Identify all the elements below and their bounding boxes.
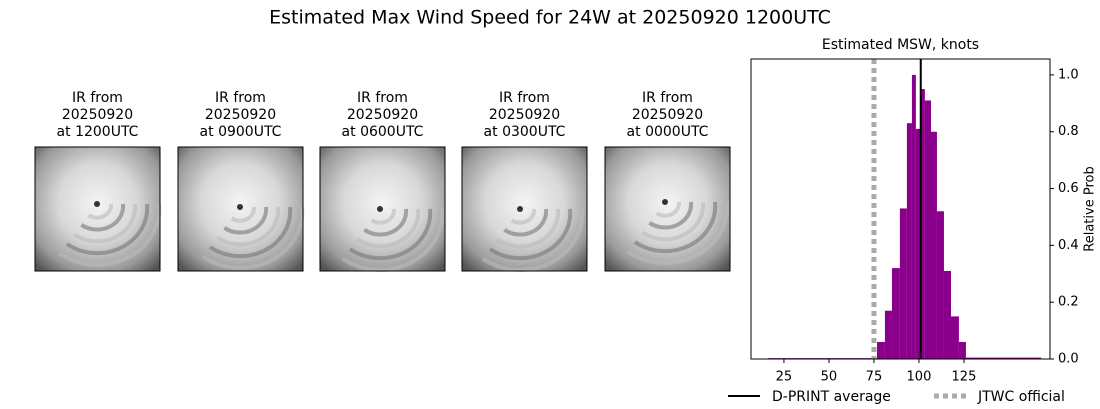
y-tick-label: 0.6 bbox=[1058, 181, 1079, 196]
y-axis-label: Relative Prob bbox=[1083, 166, 1098, 251]
x-tick-label: 100 bbox=[907, 370, 932, 385]
histogram-bar bbox=[911, 74, 916, 359]
histogram-bar bbox=[965, 357, 1041, 359]
x-tick-label: 25 bbox=[776, 370, 793, 385]
cloud-band bbox=[65, 203, 150, 256]
eye bbox=[237, 204, 243, 210]
image-frame bbox=[34, 146, 161, 272]
cloud-band bbox=[73, 203, 138, 244]
eye bbox=[662, 199, 668, 205]
plot-frame bbox=[750, 58, 1051, 360]
histogram-bar bbox=[899, 208, 907, 359]
panel-caption: 20250920 bbox=[205, 107, 276, 123]
y-tick-label: 0.0 bbox=[1058, 352, 1079, 367]
histogram-bar bbox=[884, 310, 892, 359]
panel-caption: at 0000UTC bbox=[627, 124, 709, 140]
panel-caption: IR from bbox=[642, 90, 693, 106]
cloud-band bbox=[633, 201, 718, 254]
cloud-band bbox=[363, 208, 409, 237]
x-tick-label: 75 bbox=[866, 370, 883, 385]
cloud-band bbox=[341, 208, 445, 272]
eye bbox=[377, 206, 383, 212]
panel-caption: 20250920 bbox=[489, 107, 560, 123]
panel-caption: IR from bbox=[72, 90, 123, 106]
x-tick-label: 50 bbox=[821, 370, 838, 385]
cloud-band bbox=[496, 208, 561, 249]
image-frame bbox=[604, 146, 731, 272]
chart-title: Estimated MSW, knots bbox=[822, 37, 979, 53]
cloud-band bbox=[481, 208, 585, 272]
histogram-bar bbox=[915, 128, 921, 359]
cloud-band bbox=[503, 208, 549, 237]
panel-caption: IR from bbox=[357, 90, 408, 106]
figure-title: Estimated Max Wind Speed for 24W at 2025… bbox=[269, 7, 831, 29]
cloud-band bbox=[370, 208, 397, 225]
histogram-chart: Estimated MSW, knots D-PRINT average JTWC … bbox=[728, 37, 1098, 405]
y-tick-label: 0.8 bbox=[1058, 124, 1079, 139]
x-tick-label: 125 bbox=[952, 370, 977, 385]
cloud-band bbox=[655, 201, 682, 218]
cloud-band bbox=[230, 206, 257, 223]
histogram-bar bbox=[931, 131, 937, 359]
panel-caption: 20250920 bbox=[632, 107, 703, 123]
image-frame bbox=[177, 146, 304, 272]
histogram-bar bbox=[891, 268, 900, 359]
cloud-band bbox=[641, 201, 706, 242]
cloud-band bbox=[648, 201, 694, 230]
panel-caption: at 0300UTC bbox=[484, 124, 566, 140]
panel-caption: IR from bbox=[499, 90, 550, 106]
legend-label: JTWC official bbox=[977, 389, 1065, 405]
cloud-band bbox=[80, 203, 126, 232]
histogram-bar bbox=[877, 341, 885, 359]
panel-caption: 20250920 bbox=[62, 107, 133, 123]
panel-caption: IR from bbox=[215, 90, 266, 106]
cloud-band bbox=[223, 206, 269, 235]
eye bbox=[94, 201, 100, 207]
panel-caption: at 1200UTC bbox=[57, 124, 139, 140]
cloud-band bbox=[356, 208, 421, 249]
cloud-band bbox=[348, 208, 433, 261]
histogram-bar bbox=[943, 270, 951, 359]
y-tick-label: 0.4 bbox=[1058, 238, 1079, 253]
panel-caption: at 0900UTC bbox=[200, 124, 282, 140]
histogram-bar bbox=[924, 100, 932, 360]
cloud-band bbox=[208, 206, 293, 259]
cloud-band bbox=[488, 208, 573, 261]
panel-caption: at 0600UTC bbox=[342, 124, 424, 140]
panel-caption: 20250920 bbox=[347, 107, 418, 123]
cloud-band bbox=[201, 206, 305, 270]
histogram-bar bbox=[920, 89, 925, 359]
histogram-bar bbox=[958, 341, 966, 359]
cloud-band bbox=[58, 203, 162, 267]
histogram-bar bbox=[906, 123, 912, 359]
image-frame bbox=[461, 146, 588, 272]
image-frame bbox=[319, 146, 446, 272]
y-tick-label: 1.0 bbox=[1058, 67, 1079, 82]
histogram-bar bbox=[950, 316, 959, 359]
histogram-bar bbox=[936, 211, 944, 359]
legend-label: D-PRINT average bbox=[772, 389, 891, 405]
eye bbox=[517, 206, 523, 212]
cloud-band bbox=[510, 208, 537, 225]
cloud-band bbox=[87, 203, 114, 220]
y-tick-label: 0.2 bbox=[1058, 295, 1079, 310]
cloud-band bbox=[216, 206, 281, 247]
cloud-band bbox=[626, 201, 730, 265]
